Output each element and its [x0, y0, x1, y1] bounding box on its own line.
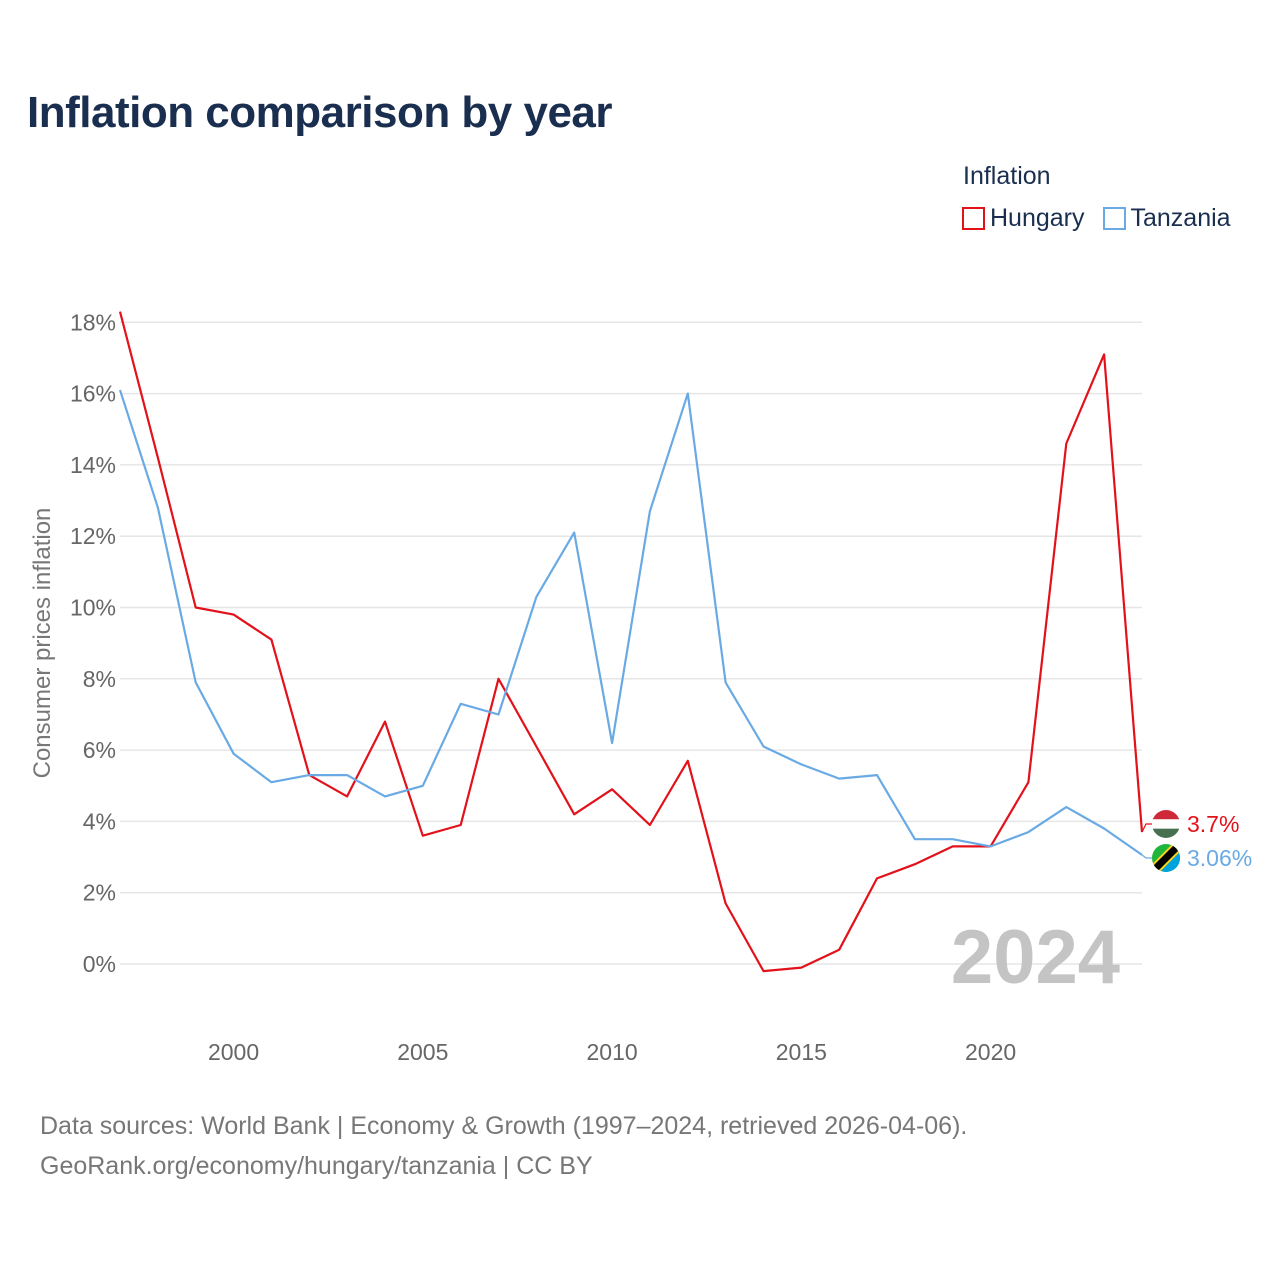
page-title: Inflation comparison by year [27, 88, 613, 137]
y-tick-label: 6% [83, 737, 116, 763]
y-tick-label: 14% [70, 452, 116, 478]
line-chart: 0% 2% 4% 6% 8% 10% 12% 14% 16% 18% 2024 2000 2005 201… [29, 309, 1252, 1065]
x-tick-label: 2000 [208, 1039, 259, 1065]
x-tick-label: 2005 [397, 1039, 448, 1065]
hungary-flag-icon [1152, 810, 1180, 838]
y-tick-label: 18% [70, 309, 116, 335]
legend-item-hungary[interactable]: Hungary [962, 204, 1085, 233]
legend-title: Inflation [963, 162, 1051, 190]
end-value-label-hungary: 3.7% [1187, 811, 1239, 837]
legend-swatch-tanzania [1102, 207, 1126, 230]
y-tick-label: 8% [83, 666, 116, 692]
legend: Hungary Tanzania [962, 204, 1231, 233]
y-tick-label: 10% [70, 595, 116, 621]
y-tick-label: 12% [70, 523, 116, 549]
end-connector-tanzania [1141, 854, 1152, 859]
end-connector-hungary [1141, 823, 1152, 833]
legend-label-hungary: Hungary [990, 204, 1085, 232]
y-tick-label: 2% [83, 880, 116, 906]
source-note: Data sources: World Bank | Economy & Gro… [40, 1106, 967, 1186]
x-tick-label: 2020 [965, 1039, 1016, 1065]
year-label: 2024 [951, 915, 1120, 1000]
legend-swatch-hungary [962, 207, 985, 230]
series-line-tanzania [118, 389, 1143, 856]
y-tick-label: 4% [83, 808, 116, 834]
tanzania-flag-icon [1152, 844, 1180, 872]
source-line-2[interactable]: GeoRank.org/economy/hungary/tanzania | C… [40, 1152, 593, 1180]
legend-item-tanzania[interactable]: Tanzania [1102, 204, 1231, 233]
y-axis-label: Consumer prices inflation [29, 508, 56, 779]
series-line-hungary [118, 311, 1144, 973]
y-tick-label: 16% [70, 381, 116, 407]
source-line-1: Data sources: World Bank | Economy & Gro… [40, 1112, 968, 1140]
x-tick-label: 2010 [586, 1039, 637, 1065]
x-tick-label: 2015 [776, 1039, 827, 1065]
end-value-label-tanzania: 3.06% [1187, 845, 1252, 871]
legend-label-tanzania: Tanzania [1130, 204, 1231, 232]
y-tick-label: 0% [83, 951, 116, 977]
